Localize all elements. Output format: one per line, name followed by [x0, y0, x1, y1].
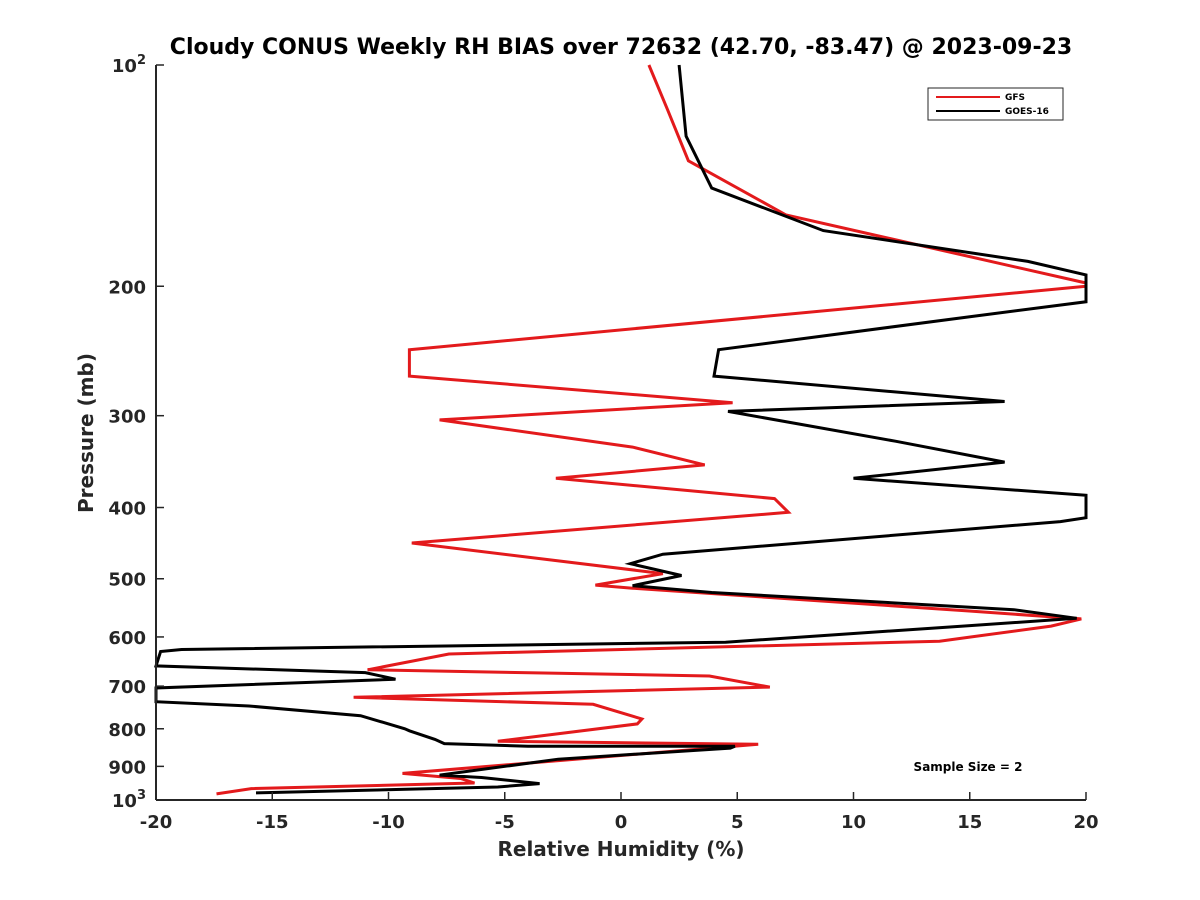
y-tick-label: 800 [108, 720, 146, 741]
x-tick-label: 20 [1073, 812, 1098, 833]
y-tick-label: 103 [112, 788, 146, 812]
y-axis-label: Pressure (mb) [74, 353, 98, 513]
y-tick-label: 500 [108, 570, 146, 591]
legend-label-gfs: GFS [1005, 93, 1025, 103]
y-tick-label: 400 [108, 499, 146, 520]
sample-size-annotation: Sample Size = 2 [914, 760, 1023, 774]
y-tick-label: 300 [108, 407, 146, 428]
x-tick-label: 10 [841, 812, 866, 833]
x-tick-label: -10 [372, 812, 405, 833]
x-tick-label: -15 [256, 812, 289, 833]
x-tick-label: -20 [140, 812, 173, 833]
y-tick-label: 200 [108, 277, 146, 298]
series-line-gfs [216, 64, 1088, 796]
legend-box [927, 87, 1064, 121]
y-tick-label: 600 [108, 628, 146, 649]
x-tick-label: -5 [495, 812, 515, 833]
series-lines [153, 64, 1088, 796]
x-axis-label: Relative Humidity (%) [497, 837, 744, 861]
x-tick-label: 5 [731, 812, 744, 833]
y-tick-label: 700 [108, 677, 146, 698]
x-tick-label: 0 [615, 812, 628, 833]
legend-label-goes16: GOES-16 [1005, 107, 1049, 117]
legend: GFS GOES-16 [927, 87, 1064, 121]
y-ticks: 102 200 300 400 500 600 700 800 900 103 [108, 53, 164, 812]
x-ticks: -20 -15 -10 -5 0 5 10 15 20 [140, 792, 1099, 833]
x-tick-label: 15 [957, 812, 982, 833]
y-tick-label: 102 [112, 53, 146, 77]
y-tick-label: 900 [108, 757, 146, 778]
series-line-goes16 [153, 64, 1088, 795]
chart-title: Cloudy CONUS Weekly RH BIAS over 72632 (… [170, 35, 1072, 60]
